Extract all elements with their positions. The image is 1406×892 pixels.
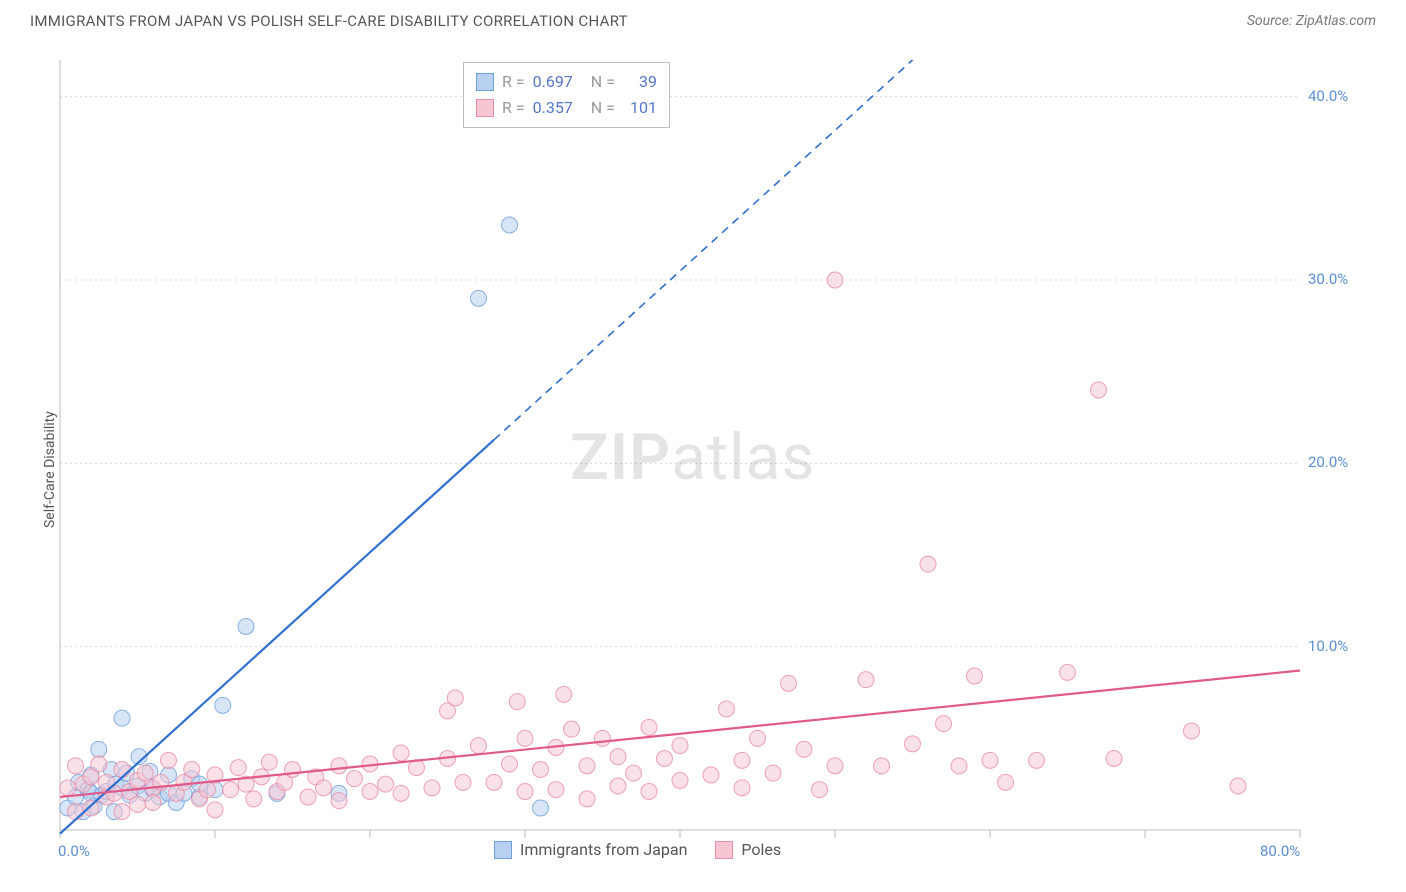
source-label: Source: ZipAtlas.com [1247,13,1376,29]
n-value-japan: 39 [623,69,657,95]
x-tick-label: 0.0% [58,842,90,860]
scatter-plot-svg [50,50,1360,860]
n-value-poles: 101 [623,95,657,121]
series-label-japan: Immigrants from Japan [520,840,687,859]
legend-row-poles: R = 0.357 N = 101 [476,95,657,121]
y-tick-label: 40.0% [1308,87,1348,105]
r-value-japan: 0.697 [533,69,573,95]
x-tick-label: 80.0% [1260,842,1300,860]
n-label: N = [591,69,615,95]
chart-container: Self-Care Disability ZIPatlas R =0.697N … [50,50,1360,860]
correlation-legend: R = 0.697 N = 39 R = 0.357 N = 101 [463,62,670,128]
chart-title: IMMIGRANTS FROM JAPAN VS POLISH SELF-CAR… [30,12,628,30]
y-tick-label: 20.0% [1308,453,1348,471]
series-legend: Immigrants from Japan Poles [494,840,781,859]
y-tick-label: 10.0% [1308,637,1348,655]
swatch-poles [715,841,733,859]
y-tick-label: 30.0% [1308,270,1348,288]
series-legend-japan: Immigrants from Japan [494,840,687,859]
r-label: R = [502,69,525,95]
legend-row-japan: R = 0.697 N = 39 [476,69,657,95]
r-value-poles: 0.357 [533,95,573,121]
series-label-poles: Poles [741,840,781,859]
series-legend-poles: Poles [715,840,781,859]
r-label: R = [502,95,525,121]
n-label: N = [591,95,615,121]
swatch-japan [476,73,494,91]
swatch-poles [476,99,494,117]
swatch-japan [494,841,512,859]
y-axis-label: Self-Care Disability [42,368,58,528]
